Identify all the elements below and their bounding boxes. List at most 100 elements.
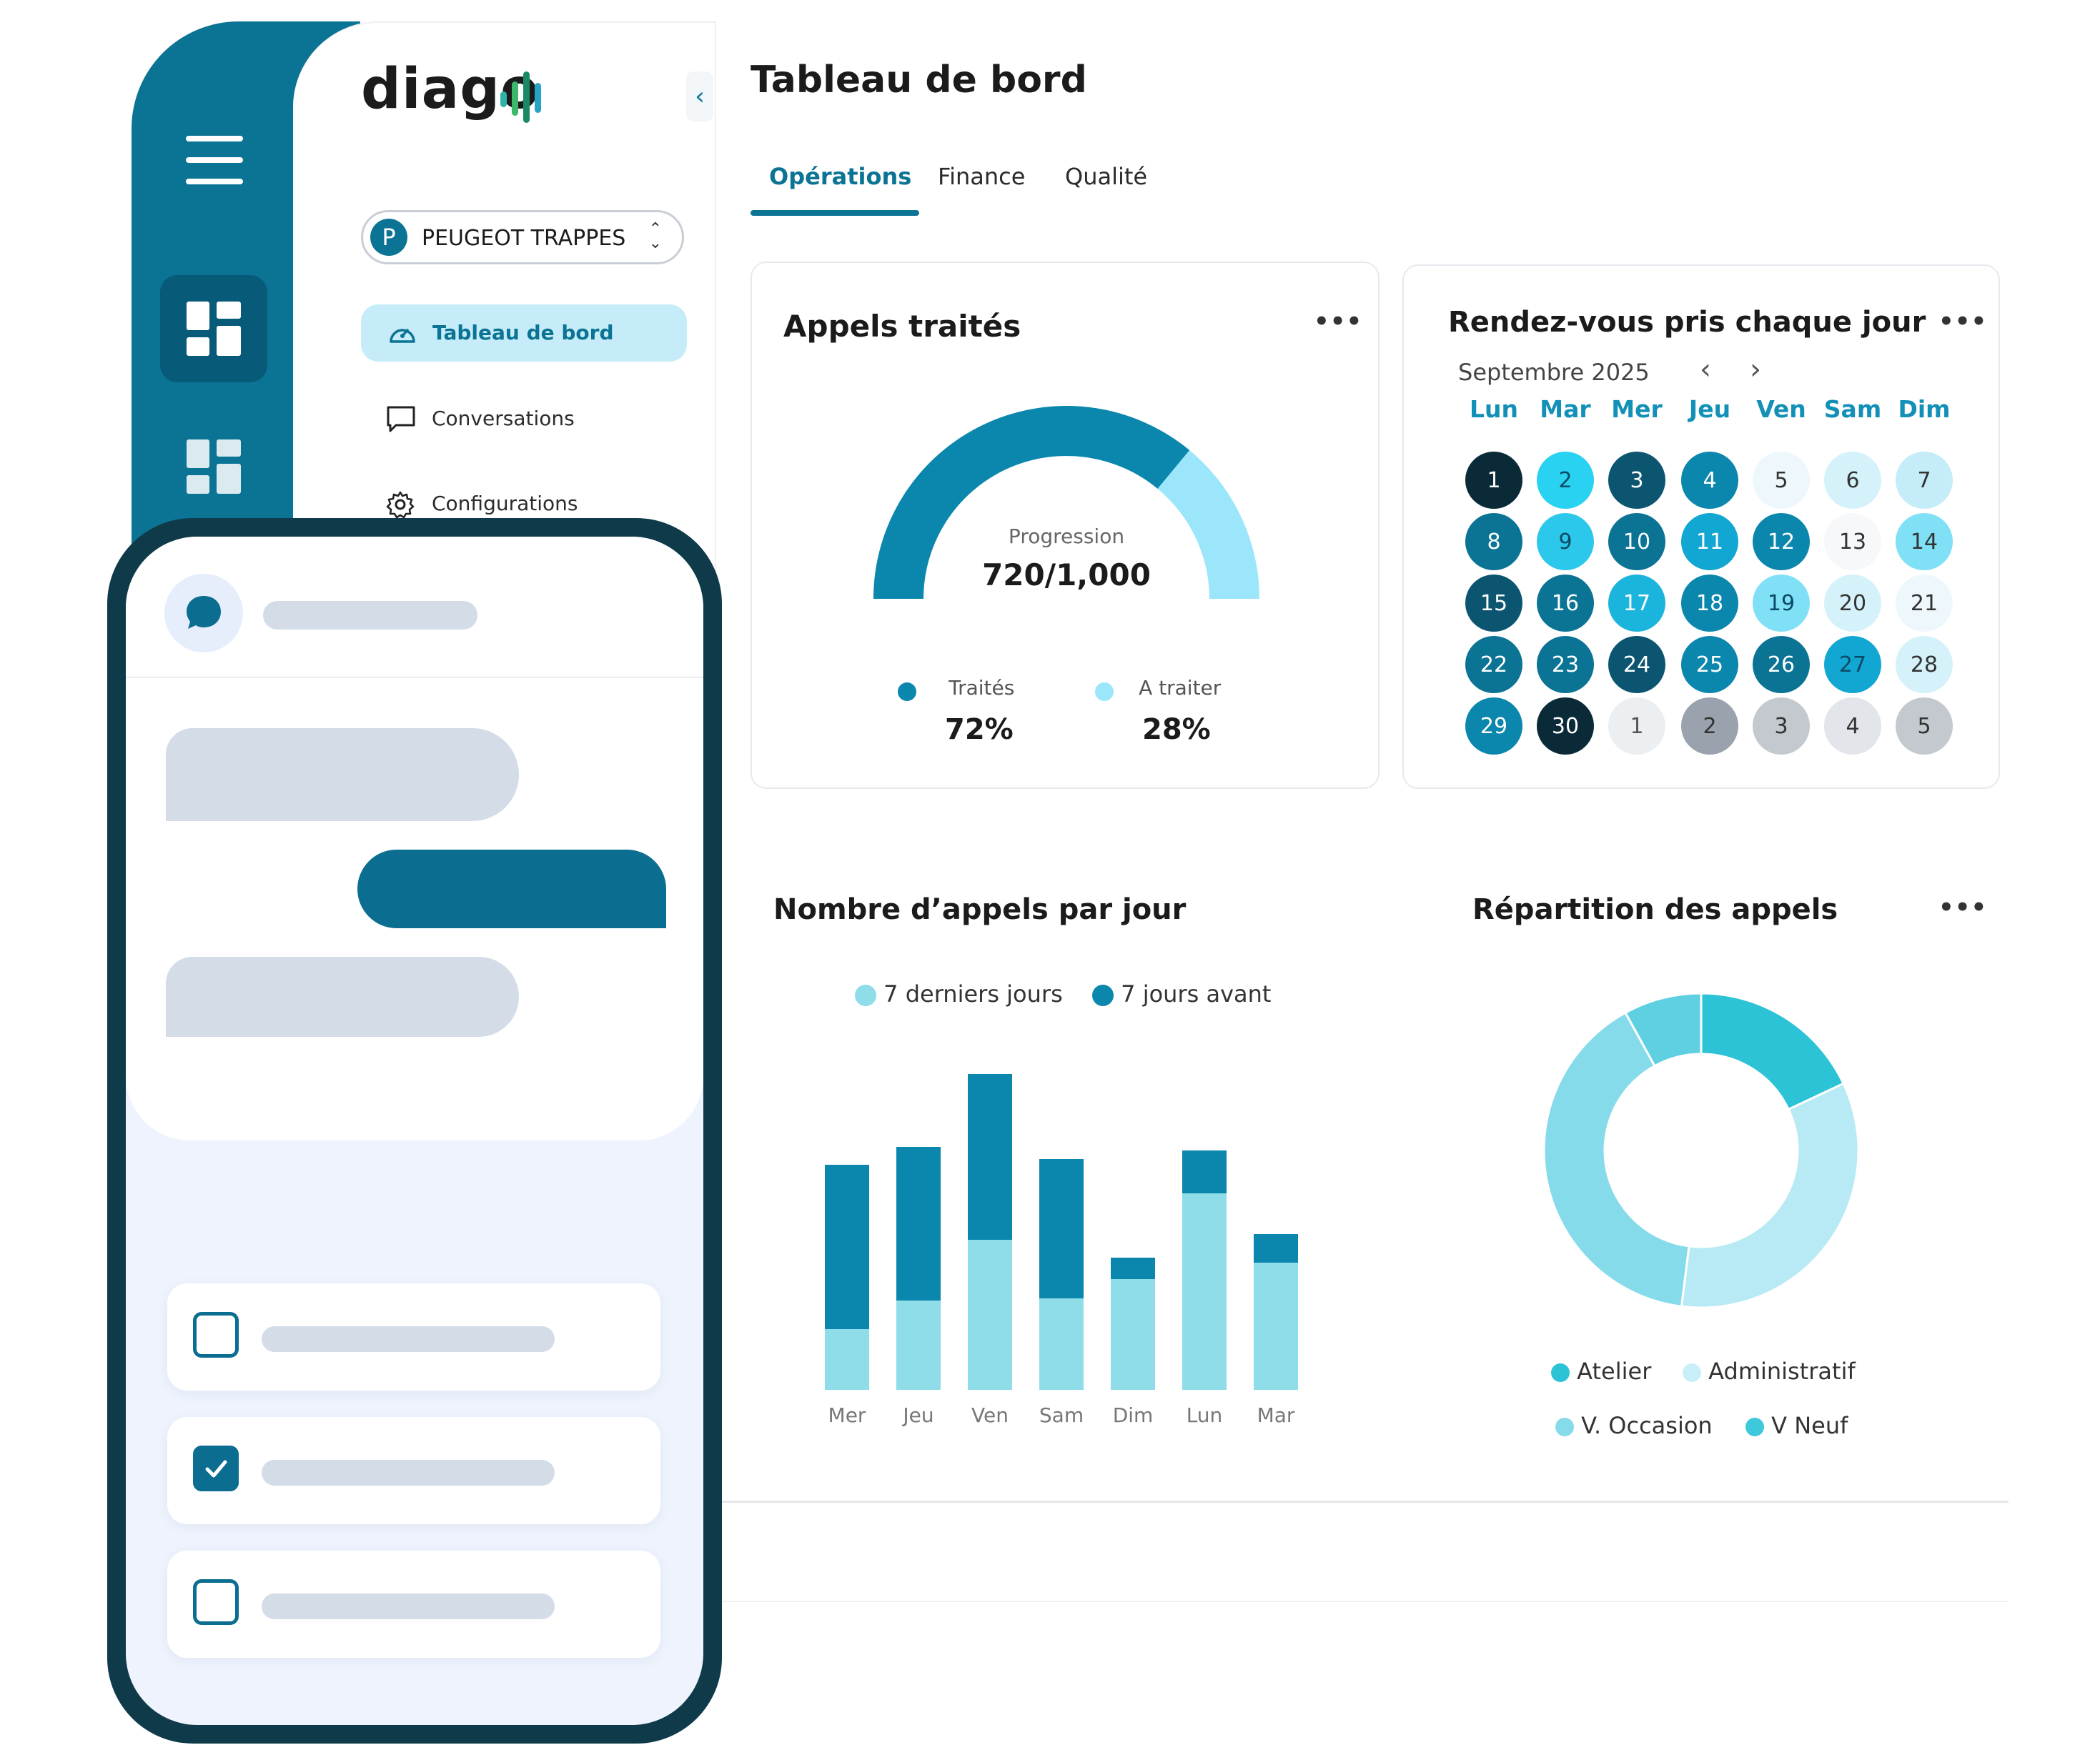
calendar-day[interactable]: 16 bbox=[1537, 575, 1594, 632]
chevron-right-icon[interactable]: › bbox=[1750, 353, 1761, 386]
calendar-day[interactable]: 5 bbox=[1896, 697, 1953, 755]
calendar-day[interactable]: 19 bbox=[1753, 575, 1810, 632]
bar-segment-previous-7-days[interactable] bbox=[1182, 1150, 1227, 1193]
x-axis-label: Mar bbox=[1257, 1403, 1295, 1427]
gauge-progress-arc bbox=[873, 406, 1190, 600]
bar-segment-last-7-days[interactable] bbox=[1111, 1279, 1155, 1390]
chevron-left-icon[interactable]: ‹ bbox=[1700, 353, 1711, 386]
calls-handled-card: Appels traités ••• Progression 720/1,000… bbox=[751, 262, 1380, 789]
chat-icon bbox=[387, 406, 415, 432]
donut-slice-v-neuf[interactable] bbox=[1700, 992, 1846, 1111]
calendar-day[interactable]: 26 bbox=[1753, 636, 1810, 693]
bar-segment-previous-7-days[interactable] bbox=[825, 1165, 869, 1329]
calendar-day[interactable]: 9 bbox=[1537, 513, 1594, 570]
calendar-day[interactable]: 4 bbox=[1681, 452, 1738, 509]
bar-segment-previous-7-days[interactable] bbox=[896, 1147, 941, 1301]
calendar-day[interactable]: 21 bbox=[1896, 575, 1953, 632]
calendar-day[interactable]: 7 bbox=[1896, 452, 1953, 509]
dealer-selector[interactable]: P PEUGEOT TRAPPES ⌃ ⌄ bbox=[361, 210, 684, 264]
task-placeholder bbox=[262, 1326, 555, 1352]
legend-dot bbox=[1745, 1418, 1764, 1436]
tab-qualite[interactable]: Qualité bbox=[1065, 163, 1148, 190]
calendar-day[interactable]: 11 bbox=[1681, 513, 1738, 570]
calendar-day[interactable]: 24 bbox=[1608, 636, 1665, 693]
legend-item-a-traiter: A traiter 28% bbox=[1095, 676, 1267, 746]
legend-item-atelier: Atelier bbox=[1551, 1358, 1651, 1385]
calendar-day[interactable]: 8 bbox=[1465, 513, 1522, 570]
tab-finance[interactable]: Finance bbox=[938, 163, 1026, 190]
calendar-day[interactable]: 23 bbox=[1537, 636, 1594, 693]
calendar-day[interactable]: 1 bbox=[1608, 697, 1665, 755]
calendar-day[interactable]: 3 bbox=[1753, 697, 1810, 755]
bar-segment-previous-7-days[interactable] bbox=[1039, 1159, 1084, 1298]
calendar-day[interactable]: 22 bbox=[1465, 636, 1522, 693]
more-options-icon[interactable]: ••• bbox=[1938, 893, 1988, 922]
bar-segment-previous-7-days[interactable] bbox=[1254, 1234, 1298, 1263]
more-options-icon[interactable]: ••• bbox=[1938, 307, 1988, 336]
chat-card bbox=[126, 537, 703, 1140]
legend-label: 7 derniers jours bbox=[883, 980, 1063, 1008]
calendar-day[interactable]: 27 bbox=[1824, 636, 1881, 693]
calendar-day[interactable]: 15 bbox=[1465, 575, 1522, 632]
task-item[interactable] bbox=[167, 1551, 660, 1658]
bar-segment-last-7-days[interactable] bbox=[1182, 1193, 1227, 1390]
card-title: Appels traités bbox=[783, 309, 1021, 344]
task-item[interactable] bbox=[167, 1417, 660, 1524]
bar-segment-last-7-days[interactable] bbox=[896, 1301, 941, 1390]
donut-slice-v-occasion[interactable] bbox=[1623, 992, 1703, 1068]
bar-segment-previous-7-days[interactable] bbox=[1111, 1258, 1155, 1279]
bar-segment-last-7-days[interactable] bbox=[1254, 1263, 1298, 1390]
checkbox[interactable] bbox=[193, 1312, 239, 1358]
calendar-day[interactable]: 25 bbox=[1681, 636, 1738, 693]
donut-slice-atelier[interactable] bbox=[1542, 1011, 1690, 1308]
donut-slice-administratif[interactable] bbox=[1680, 1082, 1860, 1309]
more-options-icon[interactable]: ••• bbox=[1314, 307, 1363, 336]
calendar-day[interactable]: 1 bbox=[1465, 452, 1522, 509]
menu-icon[interactable] bbox=[186, 136, 243, 200]
checkbox[interactable] bbox=[193, 1579, 239, 1625]
x-axis-label: Jeu bbox=[903, 1403, 934, 1427]
dashboard-grid-icon[interactable] bbox=[187, 439, 241, 494]
calendar-day[interactable]: 17 bbox=[1608, 575, 1665, 632]
rail-dashboard-button[interactable] bbox=[160, 275, 267, 382]
calendar-day[interactable]: 2 bbox=[1681, 697, 1738, 755]
calendar-day[interactable]: 5 bbox=[1753, 452, 1810, 509]
calendar-day[interactable]: 13 bbox=[1824, 513, 1881, 570]
sidebar-item-dashboard[interactable]: Tableau de bord bbox=[361, 304, 687, 362]
calendar-day[interactable]: 14 bbox=[1896, 513, 1953, 570]
active-tab-indicator bbox=[751, 210, 919, 216]
calendar-day[interactable]: 12 bbox=[1753, 513, 1810, 570]
divider bbox=[722, 1601, 2009, 1602]
checkbox-checked[interactable] bbox=[193, 1446, 239, 1491]
calendar-day[interactable]: 6 bbox=[1824, 452, 1881, 509]
legend-item-v-occasion: V. Occasion bbox=[1555, 1412, 1713, 1439]
bar-segment-last-7-days[interactable] bbox=[1039, 1298, 1084, 1390]
legend-dot bbox=[898, 682, 916, 701]
calendar-day[interactable]: 29 bbox=[1465, 697, 1522, 755]
legend-item-7-jours-avant: 7 jours avant bbox=[1092, 980, 1271, 1008]
calendar-day[interactable]: 2 bbox=[1537, 452, 1594, 509]
calendar-day[interactable]: 10 bbox=[1608, 513, 1665, 570]
legend-dot bbox=[1555, 1418, 1574, 1436]
logo: diago bbox=[361, 57, 540, 121]
message-bubble-received bbox=[166, 728, 519, 821]
dealer-name: PEUGEOT TRAPPES bbox=[422, 226, 626, 251]
bar-segment-last-7-days[interactable] bbox=[825, 1329, 869, 1390]
calendar-day[interactable]: 4 bbox=[1824, 697, 1881, 755]
phone-screen bbox=[126, 537, 703, 1725]
calendar-month: Septembre 2025 bbox=[1458, 359, 1650, 386]
weekday-label: Lun bbox=[1469, 395, 1518, 423]
bar-segment-last-7-days[interactable] bbox=[968, 1240, 1012, 1390]
sidebar-item-label: Conversations bbox=[432, 407, 575, 430]
chevron-left-icon[interactable]: ‹ bbox=[686, 71, 713, 121]
tab-operations[interactable]: Opérations bbox=[769, 163, 912, 190]
progress-gauge bbox=[873, 406, 1259, 600]
dashboard-grid-icon bbox=[187, 302, 241, 356]
task-item[interactable] bbox=[167, 1283, 660, 1391]
calendar-day[interactable]: 18 bbox=[1681, 575, 1738, 632]
calendar-day[interactable]: 3 bbox=[1608, 452, 1665, 509]
calendar-day[interactable]: 30 bbox=[1537, 697, 1594, 755]
bar-segment-previous-7-days[interactable] bbox=[968, 1074, 1012, 1240]
calendar-day[interactable]: 28 bbox=[1896, 636, 1953, 693]
calendar-day[interactable]: 20 bbox=[1824, 575, 1881, 632]
